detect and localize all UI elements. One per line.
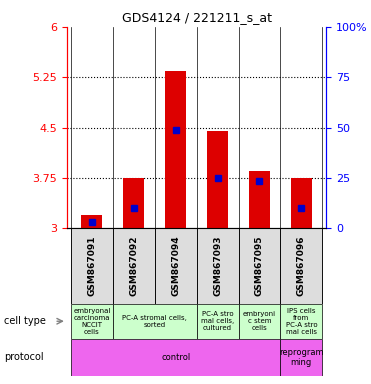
FancyBboxPatch shape [113, 304, 197, 339]
FancyBboxPatch shape [155, 228, 197, 304]
Bar [82, 215, 102, 228]
Text: control: control [161, 353, 190, 362]
FancyBboxPatch shape [280, 339, 322, 376]
Bar [249, 171, 270, 228]
Bar [165, 71, 186, 228]
FancyBboxPatch shape [280, 304, 322, 339]
Text: PC-A stro
mal cells,
cultured: PC-A stro mal cells, cultured [201, 311, 234, 331]
Text: GSM867094: GSM867094 [171, 236, 180, 296]
Text: reprogram
ming: reprogram ming [279, 348, 324, 367]
Title: GDS4124 / 221211_s_at: GDS4124 / 221211_s_at [122, 11, 272, 24]
FancyBboxPatch shape [280, 228, 322, 304]
FancyBboxPatch shape [71, 339, 280, 376]
Text: GSM867096: GSM867096 [297, 236, 306, 296]
Text: protocol: protocol [4, 353, 43, 362]
FancyBboxPatch shape [197, 228, 239, 304]
FancyBboxPatch shape [239, 304, 280, 339]
FancyBboxPatch shape [239, 228, 280, 304]
Text: PC-A stromal cells,
sorted: PC-A stromal cells, sorted [122, 315, 187, 328]
FancyBboxPatch shape [197, 304, 239, 339]
FancyBboxPatch shape [113, 228, 155, 304]
Text: cell type: cell type [4, 316, 46, 326]
Text: embryoni
c stem
cells: embryoni c stem cells [243, 311, 276, 331]
Text: GSM867091: GSM867091 [88, 236, 96, 296]
Text: GSM867092: GSM867092 [129, 236, 138, 296]
Bar [123, 178, 144, 228]
Text: GSM867093: GSM867093 [213, 236, 222, 296]
Text: IPS cells
from
PC-A stro
mal cells: IPS cells from PC-A stro mal cells [286, 308, 317, 335]
Bar [291, 178, 312, 228]
Text: GSM867095: GSM867095 [255, 236, 264, 296]
Bar [207, 131, 228, 228]
FancyBboxPatch shape [71, 228, 113, 304]
Text: embryonal
carcinoma
NCCIT
cells: embryonal carcinoma NCCIT cells [73, 308, 111, 335]
FancyBboxPatch shape [71, 304, 113, 339]
